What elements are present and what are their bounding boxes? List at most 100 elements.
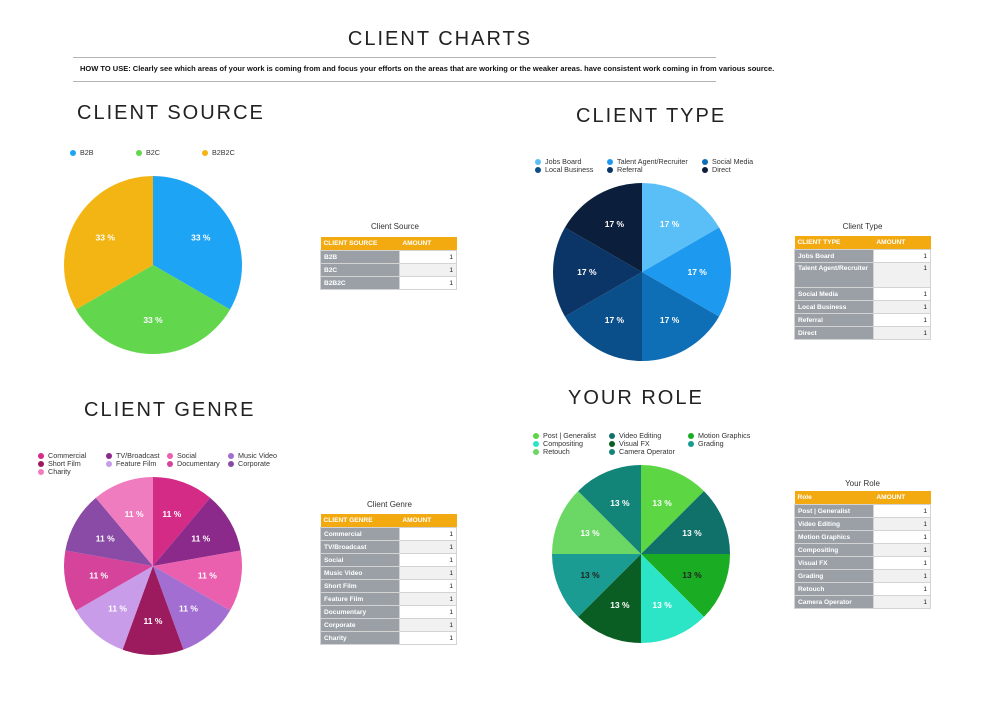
legend-swatch <box>70 150 76 156</box>
table-header-row: CLIENT TYPE AMOUNT <box>794 236 931 250</box>
row-label: Jobs Board <box>794 249 874 263</box>
row-label: Referral <box>794 313 874 327</box>
legend-label: Compositing <box>543 439 583 448</box>
legend-swatch <box>609 441 615 447</box>
pie-slice-social <box>153 550 242 611</box>
pie-slice-music-video <box>153 566 231 650</box>
table-row: TV/Broadcast 1 <box>320 540 458 554</box>
legend-label: Feature Film <box>116 459 157 468</box>
pie-slice-b2b2c <box>64 176 153 310</box>
legend-swatch <box>535 159 541 165</box>
legend-swatch <box>609 449 615 455</box>
slice-label-direct: 17 % <box>605 219 625 229</box>
row-label: Feature Film <box>320 592 400 606</box>
column-header: AMOUNT <box>399 514 457 528</box>
client-type-pie: 17 % 17 % 17 % 17 % 17 % 17 % <box>553 183 731 361</box>
legend-swatch <box>38 461 44 467</box>
legend-item-b2c: B2C <box>136 148 160 157</box>
pie-slice-post-generalist <box>641 465 704 554</box>
your-role-table-title: Your Role <box>845 479 880 488</box>
column-header: CLIENT SOURCE <box>320 237 400 251</box>
table-row: Referral 1 <box>794 313 932 327</box>
table-row: Visual FX 1 <box>794 556 932 570</box>
row-label: Compositing <box>794 543 874 557</box>
legend-label: Video Editing <box>619 431 662 440</box>
row-amount: 1 <box>398 618 458 632</box>
row-label: B2B2C <box>320 276 400 290</box>
legend-swatch <box>167 461 173 467</box>
legend-item-b2b: B2B <box>70 148 94 157</box>
pie-slice-social-media <box>642 272 720 361</box>
table-header-row: CLIENT GENRE AMOUNT <box>320 514 457 528</box>
legend-swatch <box>535 167 541 173</box>
table-row: Corporate 1 <box>320 618 458 632</box>
row-label: Social <box>320 553 400 567</box>
title-divider <box>73 57 716 58</box>
legend-item-social-media: Social Media <box>702 157 753 166</box>
legend-swatch <box>136 150 142 156</box>
legend-item-motion-graphics: Motion Graphics <box>688 431 750 440</box>
row-amount: 1 <box>398 579 458 593</box>
slice-label-music-video: 11 % <box>179 603 198 613</box>
table-row: Social 1 <box>320 553 458 567</box>
row-label: Documentary <box>320 605 400 619</box>
legend-item-grading: Grading <box>688 439 724 448</box>
table-row: Jobs Board 1 <box>794 249 932 263</box>
legend-label: Social Media <box>712 157 754 166</box>
legend-swatch <box>228 453 234 459</box>
column-header: CLIENT TYPE <box>794 236 874 250</box>
table-row: Video Editing 1 <box>794 517 932 531</box>
row-label: Local Business <box>794 300 874 314</box>
legend-item-local-business: Local Business <box>535 165 593 174</box>
slice-label-corporate: 11 % <box>96 533 115 543</box>
legend-label: Visual FX <box>619 439 650 448</box>
table-row: Commercial 1 <box>320 527 458 541</box>
client-type-table-title: Client Type <box>842 222 883 231</box>
legend-swatch <box>702 159 708 165</box>
row-amount: 1 <box>872 530 932 544</box>
pie-slice-short-film <box>122 566 184 655</box>
pie-slice-referral <box>553 227 642 317</box>
row-amount: 1 <box>398 566 458 580</box>
column-header: Role <box>794 491 874 505</box>
legend-swatch <box>607 167 613 173</box>
slice-label-motion-graphics: 13 % <box>682 570 702 580</box>
row-label: Camera Operator <box>794 595 874 609</box>
slice-label-social: 11 % <box>198 571 217 581</box>
client-source-pie: 33 % 33 % 33 % <box>64 176 242 354</box>
table-row: B2B 1 <box>320 250 458 264</box>
table-header-row: CLIENT SOURCE AMOUNT <box>320 237 457 251</box>
slice-label-referral: 17 % <box>577 267 597 277</box>
row-label: B2B <box>320 250 400 264</box>
row-amount: 1 <box>872 556 932 570</box>
slice-label-retouch: 13 % <box>580 528 600 538</box>
pie-slice-commercial <box>153 477 211 566</box>
pie-slice-video-editing <box>641 491 730 554</box>
legend-label: Camera Operator <box>619 447 675 456</box>
legend-item-video-editing: Video Editing <box>609 431 661 440</box>
slice-label-b2b2c: 33 % <box>96 232 116 242</box>
row-label: Commercial <box>320 527 400 541</box>
table-row: Feature Film 1 <box>320 592 458 606</box>
legend-label: Music Video <box>238 451 278 460</box>
row-amount: 1 <box>872 543 932 557</box>
legend-swatch <box>533 433 539 439</box>
pie-slice-b2c <box>75 265 231 354</box>
legend-item-music-video: Music Video <box>228 451 277 460</box>
legend-item-retouch: Retouch <box>533 447 570 456</box>
legend-label: Social <box>177 451 197 460</box>
slice-label-feature-film: 11 % <box>108 603 127 613</box>
pie-slice-corporate <box>65 497 153 566</box>
pie-slice-documentary <box>63 550 153 611</box>
legend-item-talent-agent-recruiter: Talent Agent/Recruiter <box>607 157 688 166</box>
legend-label: B2B2C <box>212 148 235 157</box>
row-amount: 1 <box>872 595 932 609</box>
row-label: Direct <box>794 326 874 340</box>
slice-label-talent-agent-recruiter: 17 % <box>687 267 707 277</box>
pie-slice-talent-agent-recruiter <box>642 227 731 317</box>
row-amount: 1 <box>872 517 932 531</box>
row-label: TV/Broadcast <box>320 540 400 554</box>
slice-label-post-generalist: 13 % <box>652 498 672 508</box>
table-row: Direct 1 <box>794 326 932 340</box>
legend-swatch <box>688 441 694 447</box>
